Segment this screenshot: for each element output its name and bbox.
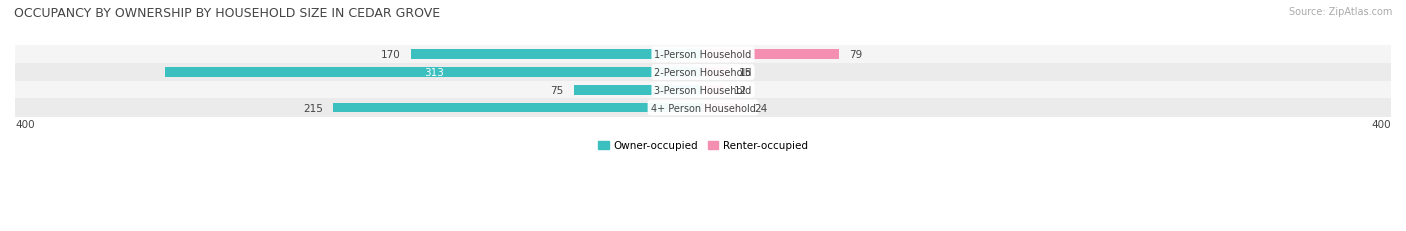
Text: 3-Person Household: 3-Person Household: [654, 85, 752, 95]
Bar: [574, 85, 703, 95]
Bar: [411, 50, 703, 60]
Bar: [703, 68, 728, 78]
Text: 215: 215: [304, 103, 323, 113]
Text: 313: 313: [423, 68, 444, 78]
Text: 400: 400: [15, 119, 35, 130]
Bar: [15, 99, 1391, 117]
Text: 400: 400: [1371, 119, 1391, 130]
Text: Source: ZipAtlas.com: Source: ZipAtlas.com: [1288, 7, 1392, 17]
Bar: [15, 81, 1391, 99]
Text: 24: 24: [755, 103, 768, 113]
Bar: [165, 68, 703, 78]
Bar: [15, 64, 1391, 82]
Text: 15: 15: [740, 68, 752, 78]
Bar: [333, 103, 703, 113]
Text: 79: 79: [849, 50, 862, 60]
Text: 4+ Person Household: 4+ Person Household: [651, 103, 755, 113]
Bar: [703, 50, 839, 60]
Text: 12: 12: [734, 85, 747, 95]
Text: 1-Person Household: 1-Person Household: [654, 50, 752, 60]
Bar: [703, 103, 744, 113]
Text: OCCUPANCY BY OWNERSHIP BY HOUSEHOLD SIZE IN CEDAR GROVE: OCCUPANCY BY OWNERSHIP BY HOUSEHOLD SIZE…: [14, 7, 440, 20]
Text: 2-Person Household: 2-Person Household: [654, 68, 752, 78]
Legend: Owner-occupied, Renter-occupied: Owner-occupied, Renter-occupied: [595, 136, 811, 155]
Text: 75: 75: [550, 85, 564, 95]
Bar: [703, 85, 724, 95]
Bar: [15, 46, 1391, 64]
Text: 170: 170: [381, 50, 401, 60]
